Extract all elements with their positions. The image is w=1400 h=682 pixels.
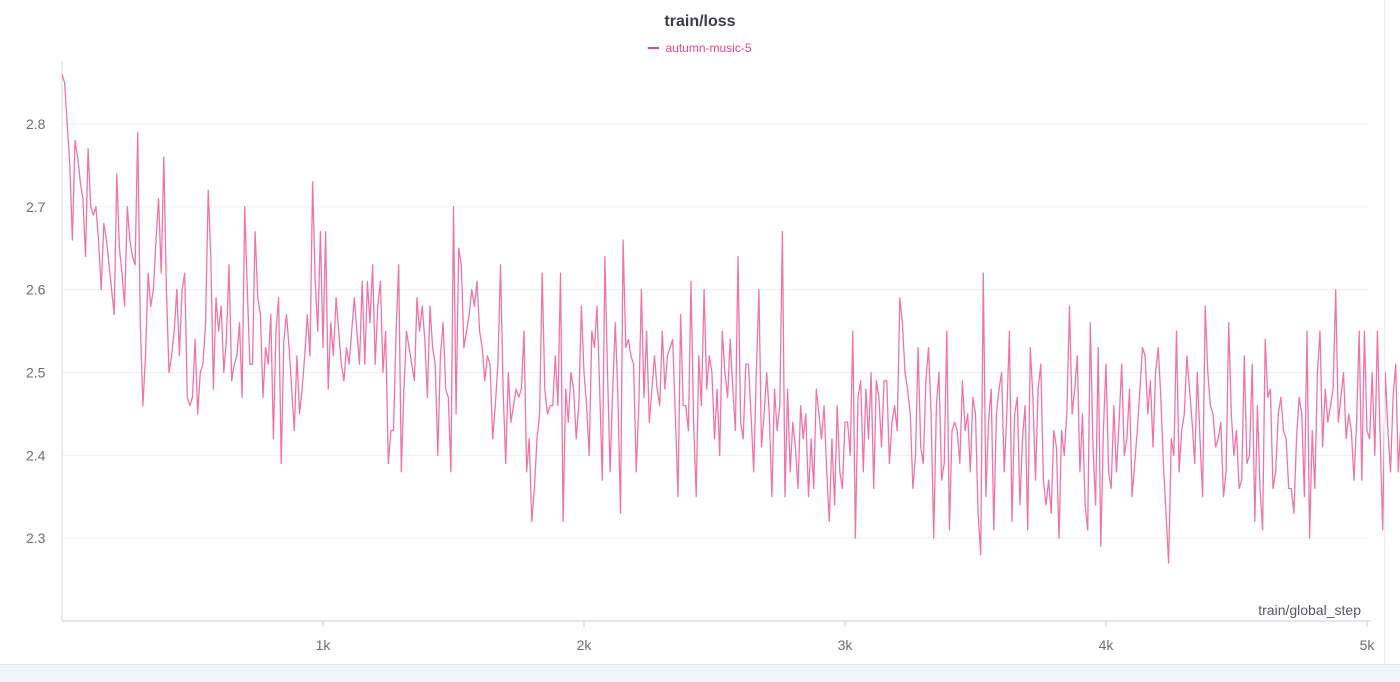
y-tick-label: 2.8 (26, 116, 46, 132)
x-tick-label: 1k (316, 637, 332, 653)
x-tick-label: 4k (1099, 637, 1115, 653)
x-axis-label: train/global_step (1258, 602, 1361, 618)
panel-edge (1384, 0, 1385, 664)
y-tick-label: 2.7 (26, 199, 46, 215)
line-chart: 2.3 2.4 2.5 2.6 2.7 2.8 1k 2k 3k 4k 5k train/global… (26, 62, 1400, 653)
chart-panel: 2.3 2.4 2.5 2.6 2.7 2.8 1k 2k 3k 4k 5k train/global… (0, 0, 1400, 664)
series-line (61, 74, 1400, 564)
footer-bar (0, 664, 1400, 682)
chart-title: train/loss (664, 13, 736, 30)
x-tick-label: 2k (577, 637, 593, 653)
legend[interactable]: autumn-music-5 (0, 41, 1400, 55)
x-tick-label: 5k (1360, 637, 1376, 653)
y-tick-label: 2.6 (26, 282, 46, 298)
y-tick-label: 2.5 (26, 364, 46, 380)
legend-label: autumn-music-5 (665, 41, 752, 55)
x-tick-label: 3k (838, 637, 854, 653)
legend-swatch (648, 46, 660, 49)
y-tick-label: 2.3 (26, 530, 46, 546)
y-tick-label: 2.4 (26, 447, 46, 463)
